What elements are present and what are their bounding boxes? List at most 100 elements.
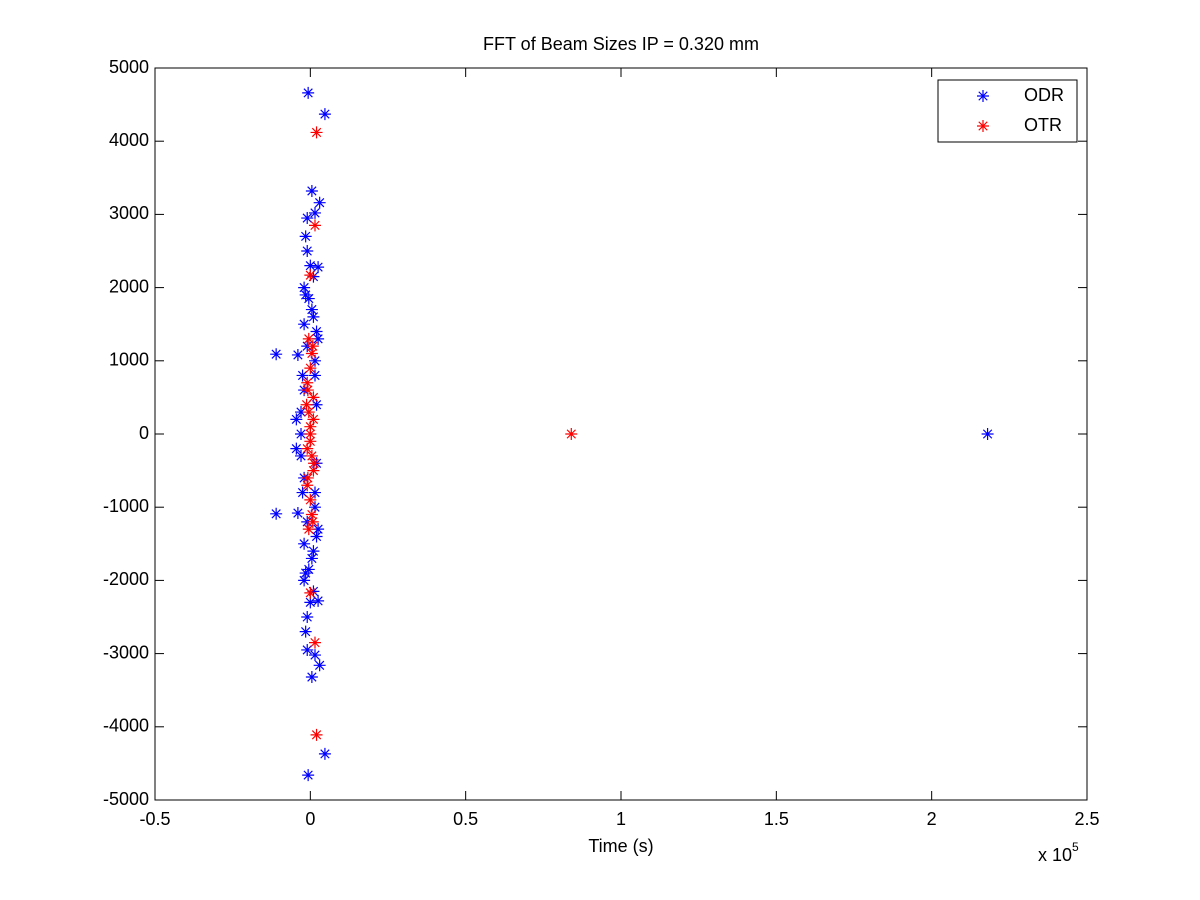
data-point [296,486,309,499]
legend-label: OTR [1024,115,1062,135]
data-point [296,369,309,382]
y-tick-label: 1000 [109,350,149,370]
data-point [310,398,323,411]
data-point [305,552,318,565]
data-point [312,523,325,536]
y-tick-label: 3000 [109,203,149,223]
data-point [290,413,303,426]
x-tick-label: 0.5 [453,809,478,829]
data-point [312,261,325,274]
data-point [302,332,315,345]
x-multiplier-base: x 10 [1038,845,1072,865]
data-point [310,325,323,338]
data-point [318,108,331,121]
data-point [291,507,304,520]
y-tick-label: -2000 [103,569,149,589]
data-point [308,457,321,470]
data-point [302,769,315,782]
data-point [304,428,317,440]
data-point [307,464,320,477]
x-tick-label: 2.5 [1074,809,1099,829]
data-point [308,354,321,367]
data-point [270,348,283,361]
data-point [299,230,312,243]
data-point [302,523,315,536]
x-tick-label: 1 [616,809,626,829]
data-point [307,545,320,558]
data-point [307,585,320,598]
data-point [308,369,321,382]
data-point [313,659,326,672]
data-point [295,449,308,462]
data-point [305,184,318,197]
y-tick-label: 5000 [109,57,149,77]
data-point [307,391,320,404]
data-point [301,471,314,484]
data-point [295,428,308,440]
data-point [313,196,326,209]
x-tick-label: 2 [927,809,937,829]
data-point [308,206,321,219]
data-point [305,449,318,462]
x-tick-label: 1.5 [764,809,789,829]
data-point [304,420,317,433]
data-point [304,596,317,609]
data-point [299,567,312,580]
x-axis-label: Time (s) [588,836,653,856]
data-point [307,270,320,283]
data-point [304,435,317,448]
x-tick-label: -0.5 [139,809,170,829]
data-point [298,281,311,294]
data-point [308,219,321,232]
y-tick-label: -1000 [103,496,149,516]
legend-label: ODR [1024,85,1064,105]
data-point [304,586,317,599]
data-point [307,413,320,426]
y-tick-label: -5000 [103,789,149,809]
data-point [298,537,311,550]
data-point [301,212,314,225]
data-point [305,508,318,521]
y-tick-label: 0 [139,423,149,443]
data-point [310,728,323,741]
data-point [308,486,321,499]
data-point [299,625,312,638]
x-multiplier-exponent: 5 [1072,840,1079,854]
y-tick-label: 2000 [109,276,149,296]
data-point [301,643,314,656]
data-point [290,442,303,455]
data-point [298,318,311,331]
data-point [308,636,321,649]
data-point [308,501,321,514]
data-point [304,259,317,272]
legend-marker [977,90,989,102]
chart-title: FFT of Beam Sizes IP = 0.320 mm [483,34,759,54]
data-point [307,310,320,323]
data-point [302,406,315,419]
x-multiplier: x 105 [1038,840,1079,865]
data-point [301,245,314,257]
data-point [305,671,318,684]
data-point [312,594,325,607]
data-point [304,269,317,282]
y-tick-label: 4000 [109,130,149,150]
data-point [304,362,317,375]
data-point [310,530,323,543]
data-point [299,288,312,301]
data-point [301,376,314,389]
legend-marker [977,120,989,132]
data-point [301,384,314,397]
data-point [301,442,314,455]
data-point [300,398,313,411]
data-point [308,649,321,662]
data-point [318,747,331,760]
data-point [312,332,325,345]
data-point [302,86,315,99]
data-point [301,479,314,492]
data-point [306,340,319,353]
y-tick-label: -4000 [103,716,149,736]
data-point [305,347,318,360]
data-point [301,611,314,623]
data-point [306,515,319,528]
